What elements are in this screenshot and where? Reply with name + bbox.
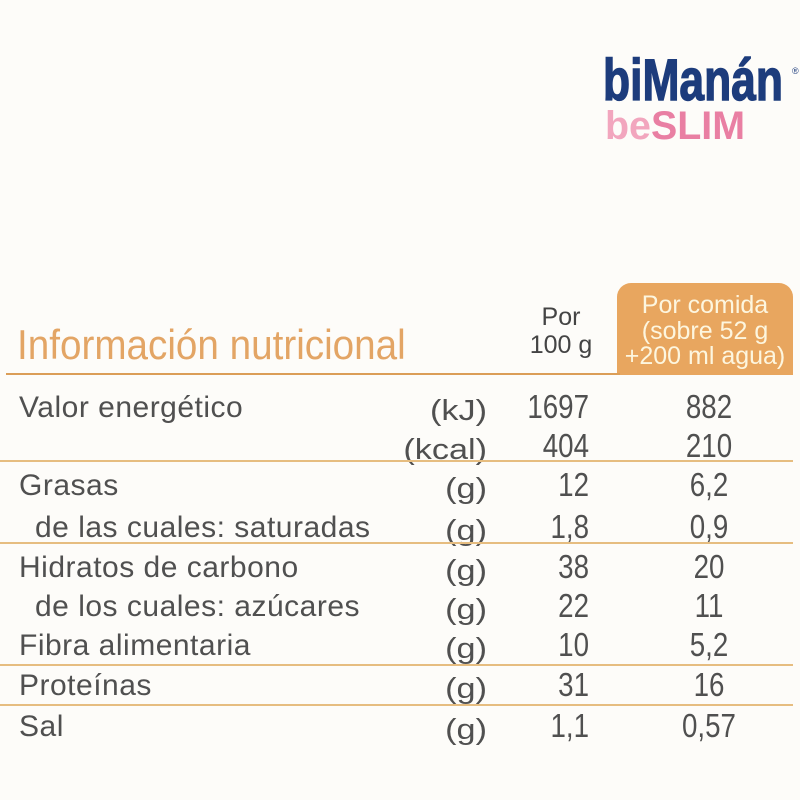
svg-text:®: ® bbox=[792, 66, 799, 76]
svg-text:biManán: biManán bbox=[603, 48, 783, 113]
svg-text:beSLIM: beSLIM bbox=[605, 104, 745, 148]
